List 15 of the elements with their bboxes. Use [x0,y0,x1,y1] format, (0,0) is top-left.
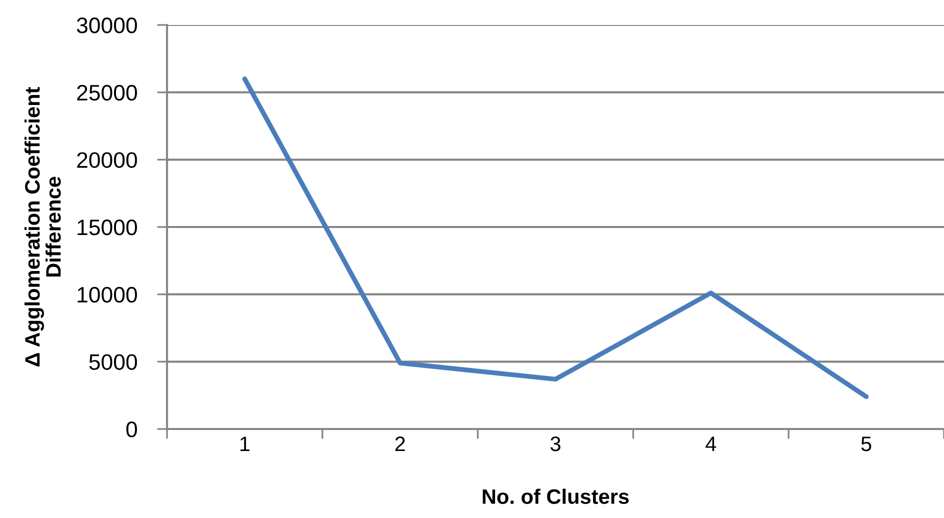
x-tick-label: 2 [395,436,405,452]
x-tick-label: 3 [550,436,560,452]
y-axis-title: Δ Agglomeration Coefficient Difference [24,87,61,366]
x-tick-label: 4 [706,436,716,452]
y-tick-label: 25000 [77,84,137,101]
x-axis-title: No. of Clusters [482,488,629,504]
x-tick-label: 5 [861,436,872,452]
y-tick-label: 20000 [77,152,137,168]
line-series [242,76,869,400]
x-tick-label: 1 [240,436,250,452]
y-tick-label: 0 [126,422,137,438]
y-tick-label: 15000 [78,220,137,236]
y-tick-label: 5000 [89,354,137,370]
y-tick-label: 30000 [76,18,137,34]
y-tick-label: 10000 [78,286,137,303]
